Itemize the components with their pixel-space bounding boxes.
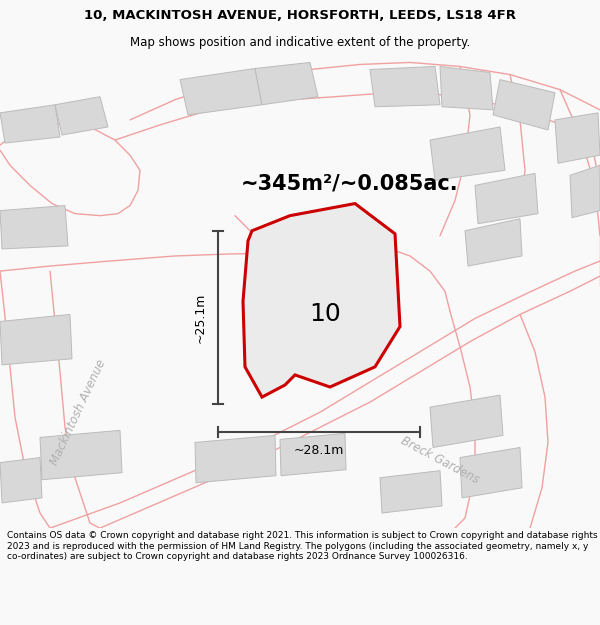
Text: ~345m²/~0.085ac.: ~345m²/~0.085ac. xyxy=(241,173,459,193)
Polygon shape xyxy=(570,165,600,217)
Polygon shape xyxy=(0,458,42,503)
Text: Contains OS data © Crown copyright and database right 2021. This information is : Contains OS data © Crown copyright and d… xyxy=(7,531,598,561)
Polygon shape xyxy=(430,127,505,181)
Polygon shape xyxy=(55,97,108,135)
Polygon shape xyxy=(195,436,276,482)
Polygon shape xyxy=(0,314,72,365)
Text: ~25.1m: ~25.1m xyxy=(193,292,206,342)
Polygon shape xyxy=(440,66,493,110)
Polygon shape xyxy=(180,69,262,115)
Polygon shape xyxy=(0,206,68,249)
Polygon shape xyxy=(460,448,522,498)
Text: 10: 10 xyxy=(309,302,341,326)
Polygon shape xyxy=(280,224,345,276)
Polygon shape xyxy=(0,105,60,143)
Polygon shape xyxy=(40,431,122,480)
Polygon shape xyxy=(493,79,555,130)
Polygon shape xyxy=(430,395,503,448)
Polygon shape xyxy=(280,433,346,476)
Polygon shape xyxy=(555,113,600,163)
Polygon shape xyxy=(475,173,538,224)
Text: Breck Gardens: Breck Gardens xyxy=(398,434,481,487)
Polygon shape xyxy=(370,66,440,107)
Text: 10, MACKINTOSH AVENUE, HORSFORTH, LEEDS, LS18 4FR: 10, MACKINTOSH AVENUE, HORSFORTH, LEEDS,… xyxy=(84,9,516,22)
Polygon shape xyxy=(380,471,442,513)
Text: Map shows position and indicative extent of the property.: Map shows position and indicative extent… xyxy=(130,36,470,49)
Polygon shape xyxy=(255,62,318,105)
Polygon shape xyxy=(243,204,400,397)
Polygon shape xyxy=(465,219,522,266)
Text: ~28.1m: ~28.1m xyxy=(294,444,344,457)
Text: Mackintosh Avenue: Mackintosh Avenue xyxy=(48,357,108,467)
